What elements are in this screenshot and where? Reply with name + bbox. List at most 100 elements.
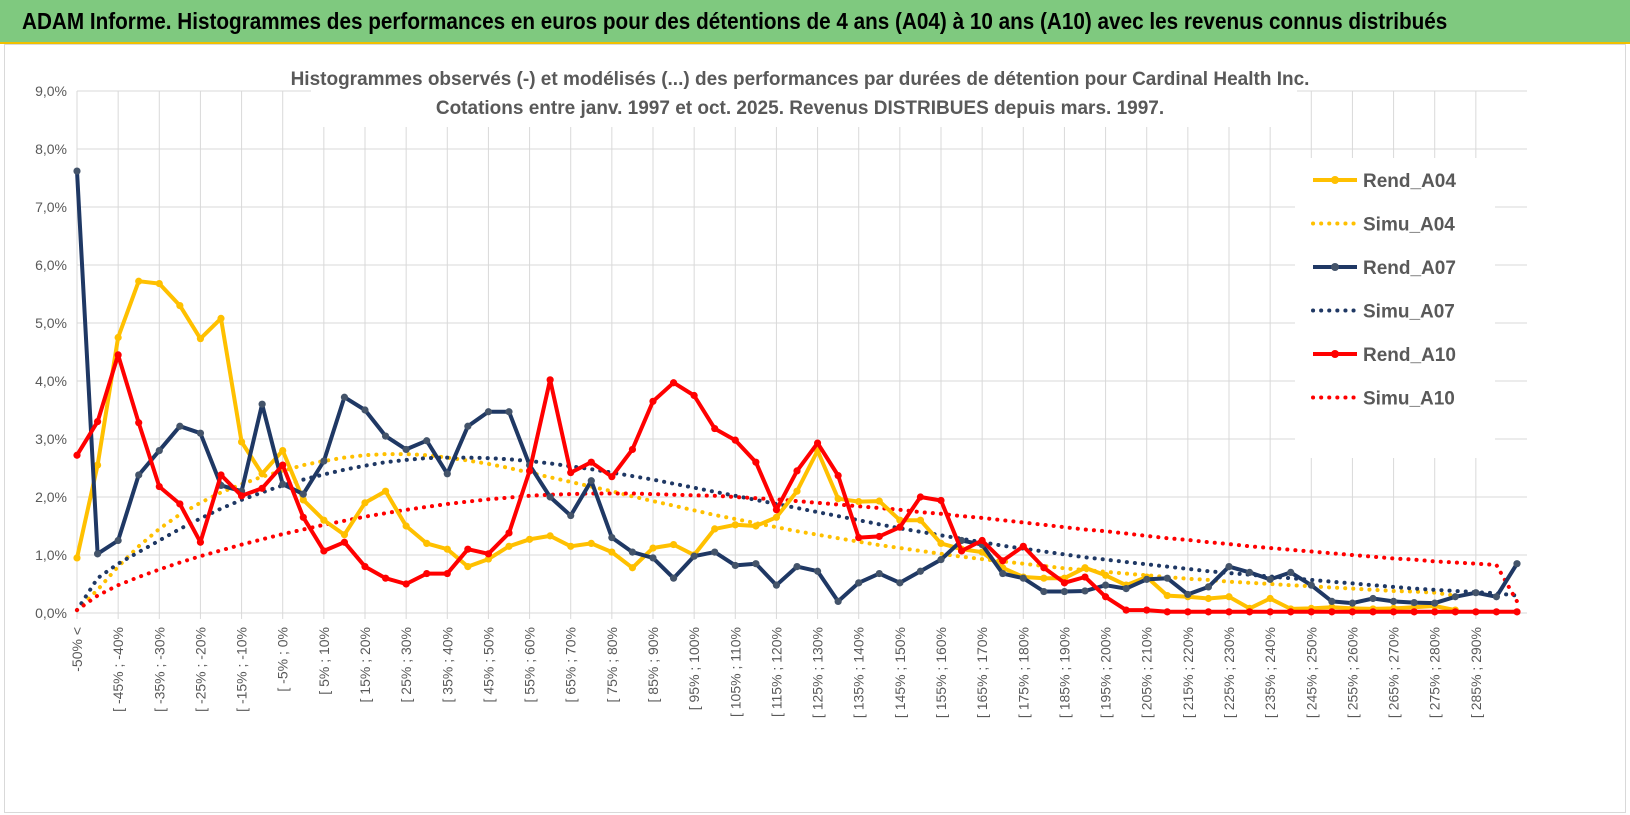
x-tick-label: [ 5% ; 10% [316, 627, 332, 695]
data-point-rend-a10 [1184, 608, 1192, 616]
data-point-rend-a07 [1307, 581, 1315, 589]
data-point-rend-a07 [793, 563, 801, 571]
data-point-rend-a10 [1472, 608, 1480, 616]
data-point-rend-a10 [567, 469, 575, 477]
data-point-rend-a07 [258, 400, 266, 408]
data-point-rend-a07 [1163, 574, 1171, 582]
x-tick-label: [ -25% ; -20% [192, 627, 208, 712]
y-tick-label: 0,0% [35, 605, 67, 621]
data-point-rend-a07 [505, 408, 513, 416]
data-point-rend-a07 [299, 490, 307, 498]
data-point-rend-a04 [258, 470, 266, 478]
data-point-rend-a10 [690, 391, 698, 400]
x-tick-label: [ 155% ; 160% [933, 627, 949, 718]
data-point-rend-a04 [711, 525, 719, 533]
data-point-rend-a04 [381, 487, 390, 495]
y-tick-label: 8,0% [35, 141, 67, 157]
report-title: ADAM Informe. Histogrammes des performan… [22, 8, 1448, 34]
data-point-rend-a07 [711, 548, 719, 556]
data-point-rend-a07 [669, 574, 678, 582]
chart-title-line-1: Histogrammes observés (-) et modélisés (… [291, 69, 1310, 90]
data-point-rend-a07 [1204, 583, 1213, 591]
data-point-rend-a07 [855, 579, 863, 587]
data-point-rend-a07 [114, 536, 122, 545]
data-point-rend-a07 [1369, 594, 1377, 603]
data-point-rend-a07 [628, 548, 637, 556]
data-point-rend-a10 [1204, 608, 1213, 616]
data-point-rend-a04 [402, 522, 410, 530]
series-lines [73, 167, 1521, 616]
data-point-rend-a07 [999, 569, 1007, 578]
legend-label-rend-a07: Rend_A07 [1363, 258, 1456, 279]
data-point-rend-a07 [340, 393, 349, 401]
data-point-rend-a04 [1101, 571, 1110, 579]
data-point-rend-a04 [916, 516, 925, 524]
data-point-rend-a10 [279, 461, 287, 469]
data-point-rend-a10 [237, 492, 246, 500]
x-tick-label: [ -35% ; -30% [151, 627, 167, 712]
data-point-rend-a07 [1101, 581, 1110, 589]
data-point-rend-a07 [731, 561, 739, 570]
data-point-rend-a10 [772, 506, 781, 514]
data-point-rend-a10 [1369, 608, 1377, 616]
data-point-rend-a07 [73, 167, 81, 175]
data-point-rend-a07 [813, 567, 822, 575]
x-tick-label: [ 95% ; 100% [686, 627, 702, 710]
data-point-rend-a10 [1060, 579, 1069, 587]
data-point-rend-a04 [279, 447, 287, 455]
data-point-rend-a07 [567, 511, 575, 520]
data-point-rend-a07 [484, 408, 493, 416]
x-tick-label: [ 135% ; 140% [851, 627, 867, 718]
data-point-rend-a10 [93, 418, 102, 426]
x-tick-label: [ 285% ; 290% [1468, 627, 1484, 718]
x-tick-label: [ 55% ; 60% [522, 627, 538, 703]
data-point-rend-a07 [402, 445, 410, 454]
data-point-rend-a10 [299, 513, 307, 521]
data-point-rend-a07 [464, 422, 472, 430]
data-point-rend-a10 [1225, 608, 1233, 616]
data-point-rend-a04 [135, 277, 143, 285]
x-tick-label: [ 25% ; 30% [398, 627, 414, 703]
data-point-rend-a10 [176, 500, 184, 508]
x-tick-label: [ 75% ; 80% [604, 627, 620, 703]
data-point-rend-a10 [402, 580, 410, 588]
data-point-rend-a10 [340, 538, 349, 546]
data-point-rend-a10 [1451, 608, 1459, 616]
y-tick-label: 5,0% [35, 315, 67, 331]
data-point-rend-a04 [176, 302, 184, 310]
data-point-rend-a10 [731, 436, 739, 444]
x-tick-label: [ 105% ; 110% [727, 627, 743, 717]
legend-marker-rend-a07 [1331, 263, 1339, 271]
data-point-rend-a10 [258, 484, 266, 492]
legend-label-simu-a10: Simu_A10 [1363, 389, 1455, 410]
data-point-rend-a07 [608, 534, 616, 542]
data-point-rend-a04 [1163, 592, 1171, 600]
data-point-rend-a10 [196, 538, 205, 546]
series-line-simu-a07 [75, 455, 1519, 613]
data-point-rend-a07 [1348, 599, 1357, 607]
data-point-rend-a04 [320, 516, 328, 524]
data-point-rend-a10 [1040, 564, 1048, 572]
data-point-rend-a10 [73, 451, 81, 459]
data-point-rend-a04 [937, 539, 945, 547]
data-point-rend-a07 [1328, 597, 1336, 606]
data-point-rend-a10 [114, 351, 122, 359]
x-tick-label: [ 275% ; 280% [1427, 627, 1443, 718]
data-point-rend-a07 [1225, 563, 1233, 571]
report-header: ADAM Informe. Histogrammes des performan… [0, 0, 1630, 44]
data-point-rend-a10 [649, 397, 657, 405]
data-point-rend-a04 [752, 522, 760, 530]
data-point-rend-a10 [896, 523, 904, 531]
data-point-rend-a04 [237, 438, 246, 446]
data-point-rend-a07 [1451, 593, 1459, 601]
x-tick-label: [ 235% ; 240% [1262, 627, 1278, 718]
gridlines [76, 90, 1527, 619]
data-point-rend-a04 [340, 531, 349, 539]
y-tick-label: 7,0% [35, 199, 67, 215]
data-point-rend-a10 [669, 379, 678, 387]
data-point-rend-a10 [1143, 606, 1151, 614]
series-line-simu-a04 [75, 452, 1458, 613]
data-point-rend-a07 [587, 477, 595, 485]
data-point-rend-a10 [875, 532, 883, 541]
data-point-rend-a07 [155, 447, 163, 455]
